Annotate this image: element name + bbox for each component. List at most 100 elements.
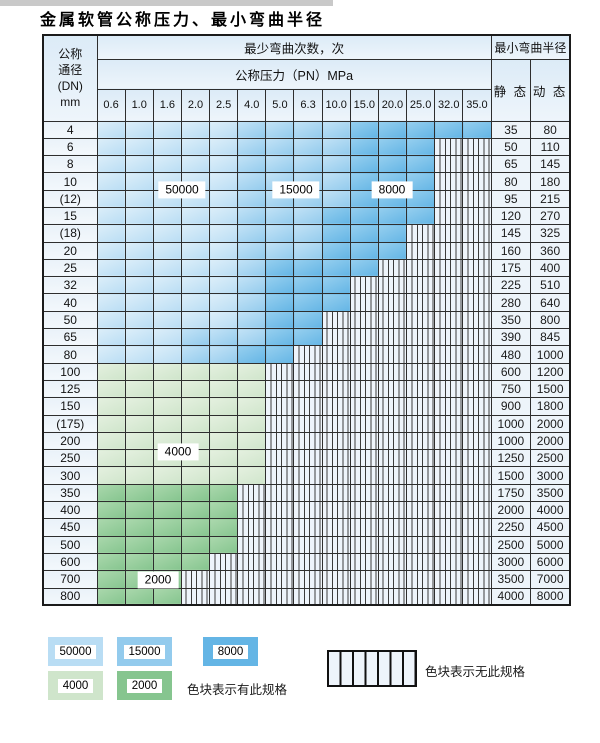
band-label-8000: 8000 xyxy=(371,181,413,199)
spec-cell xyxy=(434,172,464,191)
spec-cell xyxy=(180,258,211,278)
dn-label: 350 xyxy=(42,483,98,503)
spec-cell xyxy=(265,501,295,520)
spec-cell xyxy=(124,535,154,554)
spec-cell xyxy=(293,206,323,226)
spec-cell xyxy=(152,483,182,503)
dynamic-radius-value: 4000 xyxy=(530,501,571,520)
spec-cell xyxy=(237,431,267,451)
table-row-dn-8: 8 65 145 xyxy=(42,155,571,174)
spec-cell xyxy=(321,570,351,589)
spec-cell xyxy=(237,397,267,416)
spec-cell xyxy=(321,345,351,364)
dynamic-radius-value: 510 xyxy=(530,276,571,295)
spec-cell xyxy=(124,345,154,364)
spec-cell xyxy=(265,293,295,312)
spec-cell xyxy=(237,241,267,260)
spec-cell xyxy=(180,206,211,226)
spec-cell xyxy=(462,310,492,330)
spec-cell xyxy=(293,379,323,399)
spec-cell xyxy=(406,345,436,364)
table-row-dn-65: 65 390 845 xyxy=(42,328,571,347)
static-radius-value: 50 xyxy=(490,137,532,157)
spec-cell xyxy=(209,206,239,226)
spec-cell xyxy=(377,345,408,364)
spec-cell xyxy=(152,535,182,554)
spec-cell xyxy=(209,362,239,381)
spec-cell xyxy=(180,120,211,139)
spec-cell xyxy=(293,258,323,278)
spec-cell xyxy=(265,224,295,243)
spec-cell xyxy=(321,466,351,485)
spec-cell xyxy=(124,189,154,208)
spec-cell xyxy=(349,155,379,174)
spec-cell xyxy=(349,224,379,243)
spec-cell xyxy=(377,449,408,468)
spec-cell xyxy=(321,379,351,399)
static-radius-value: 2500 xyxy=(490,535,532,554)
legend-swatch-2000: 2000 xyxy=(117,671,172,700)
spec-cell xyxy=(96,345,126,364)
spec-cell xyxy=(96,258,126,278)
spec-cell xyxy=(321,310,351,330)
spec-cell xyxy=(209,293,239,312)
dynamic-radius-value: 325 xyxy=(530,224,571,243)
spec-cell xyxy=(321,241,351,260)
spec-cell xyxy=(180,137,211,157)
spec-cell xyxy=(237,501,267,520)
spec-cell xyxy=(293,224,323,243)
spec-cell xyxy=(462,449,492,468)
dn-label: 25 xyxy=(42,258,98,278)
spec-cell xyxy=(293,501,323,520)
spec-cell xyxy=(180,518,211,537)
spec-cell xyxy=(152,518,182,537)
spec-cell xyxy=(293,276,323,295)
static-radius-value: 900 xyxy=(490,397,532,416)
pressure-col-2.5: 2.5 xyxy=(209,88,239,122)
pressure-col-5.0: 5.0 xyxy=(265,88,295,122)
spec-cell xyxy=(349,379,379,399)
spec-cell xyxy=(180,345,211,364)
band-label-2000: 2000 xyxy=(137,571,179,589)
spec-cell xyxy=(321,276,351,295)
spec-cell xyxy=(152,155,182,174)
spec-cell xyxy=(406,501,436,520)
dynamic-radius-value: 1800 xyxy=(530,397,571,416)
static-radius-value: 1250 xyxy=(490,449,532,468)
dynamic-radius-value: 360 xyxy=(530,241,571,260)
spec-cell xyxy=(209,189,239,208)
spec-cell xyxy=(180,328,211,347)
spec-cell xyxy=(152,276,182,295)
static-radius-value: 3500 xyxy=(490,570,532,589)
spec-cell xyxy=(434,535,464,554)
spec-cell xyxy=(265,449,295,468)
spec-cell xyxy=(209,241,239,260)
static-radius-value: 350 xyxy=(490,310,532,330)
legend-swatch-label: 15000 xyxy=(123,644,166,659)
spec-cell xyxy=(237,172,267,191)
dn-label: 65 xyxy=(42,328,98,347)
spec-cell xyxy=(124,328,154,347)
spec-cell xyxy=(180,552,211,572)
dn-header-line: (DN) xyxy=(57,79,83,94)
spec-cell xyxy=(209,172,239,191)
spec-cell xyxy=(265,362,295,381)
bend-cycles-header: 最少弯曲次数，次 xyxy=(96,34,492,60)
spec-cell xyxy=(349,328,379,347)
spec-cell xyxy=(406,466,436,485)
spec-cell xyxy=(321,293,351,312)
spec-cell xyxy=(406,414,436,433)
spec-cell xyxy=(152,466,182,485)
table-row-dn-200: 200 1000 2000 xyxy=(42,431,571,451)
spec-cell xyxy=(96,224,126,243)
spec-cell xyxy=(321,501,351,520)
dn-label: 700 xyxy=(42,570,98,589)
spec-cell xyxy=(406,570,436,589)
dynamic-header: 动 态 xyxy=(530,58,571,122)
spec-cell xyxy=(124,431,154,451)
spec-cell xyxy=(406,310,436,330)
spec-cell xyxy=(434,397,464,416)
static-radius-value: 80 xyxy=(490,172,532,191)
legend-swatch-label: 4000 xyxy=(57,678,94,693)
spec-cell xyxy=(209,501,239,520)
